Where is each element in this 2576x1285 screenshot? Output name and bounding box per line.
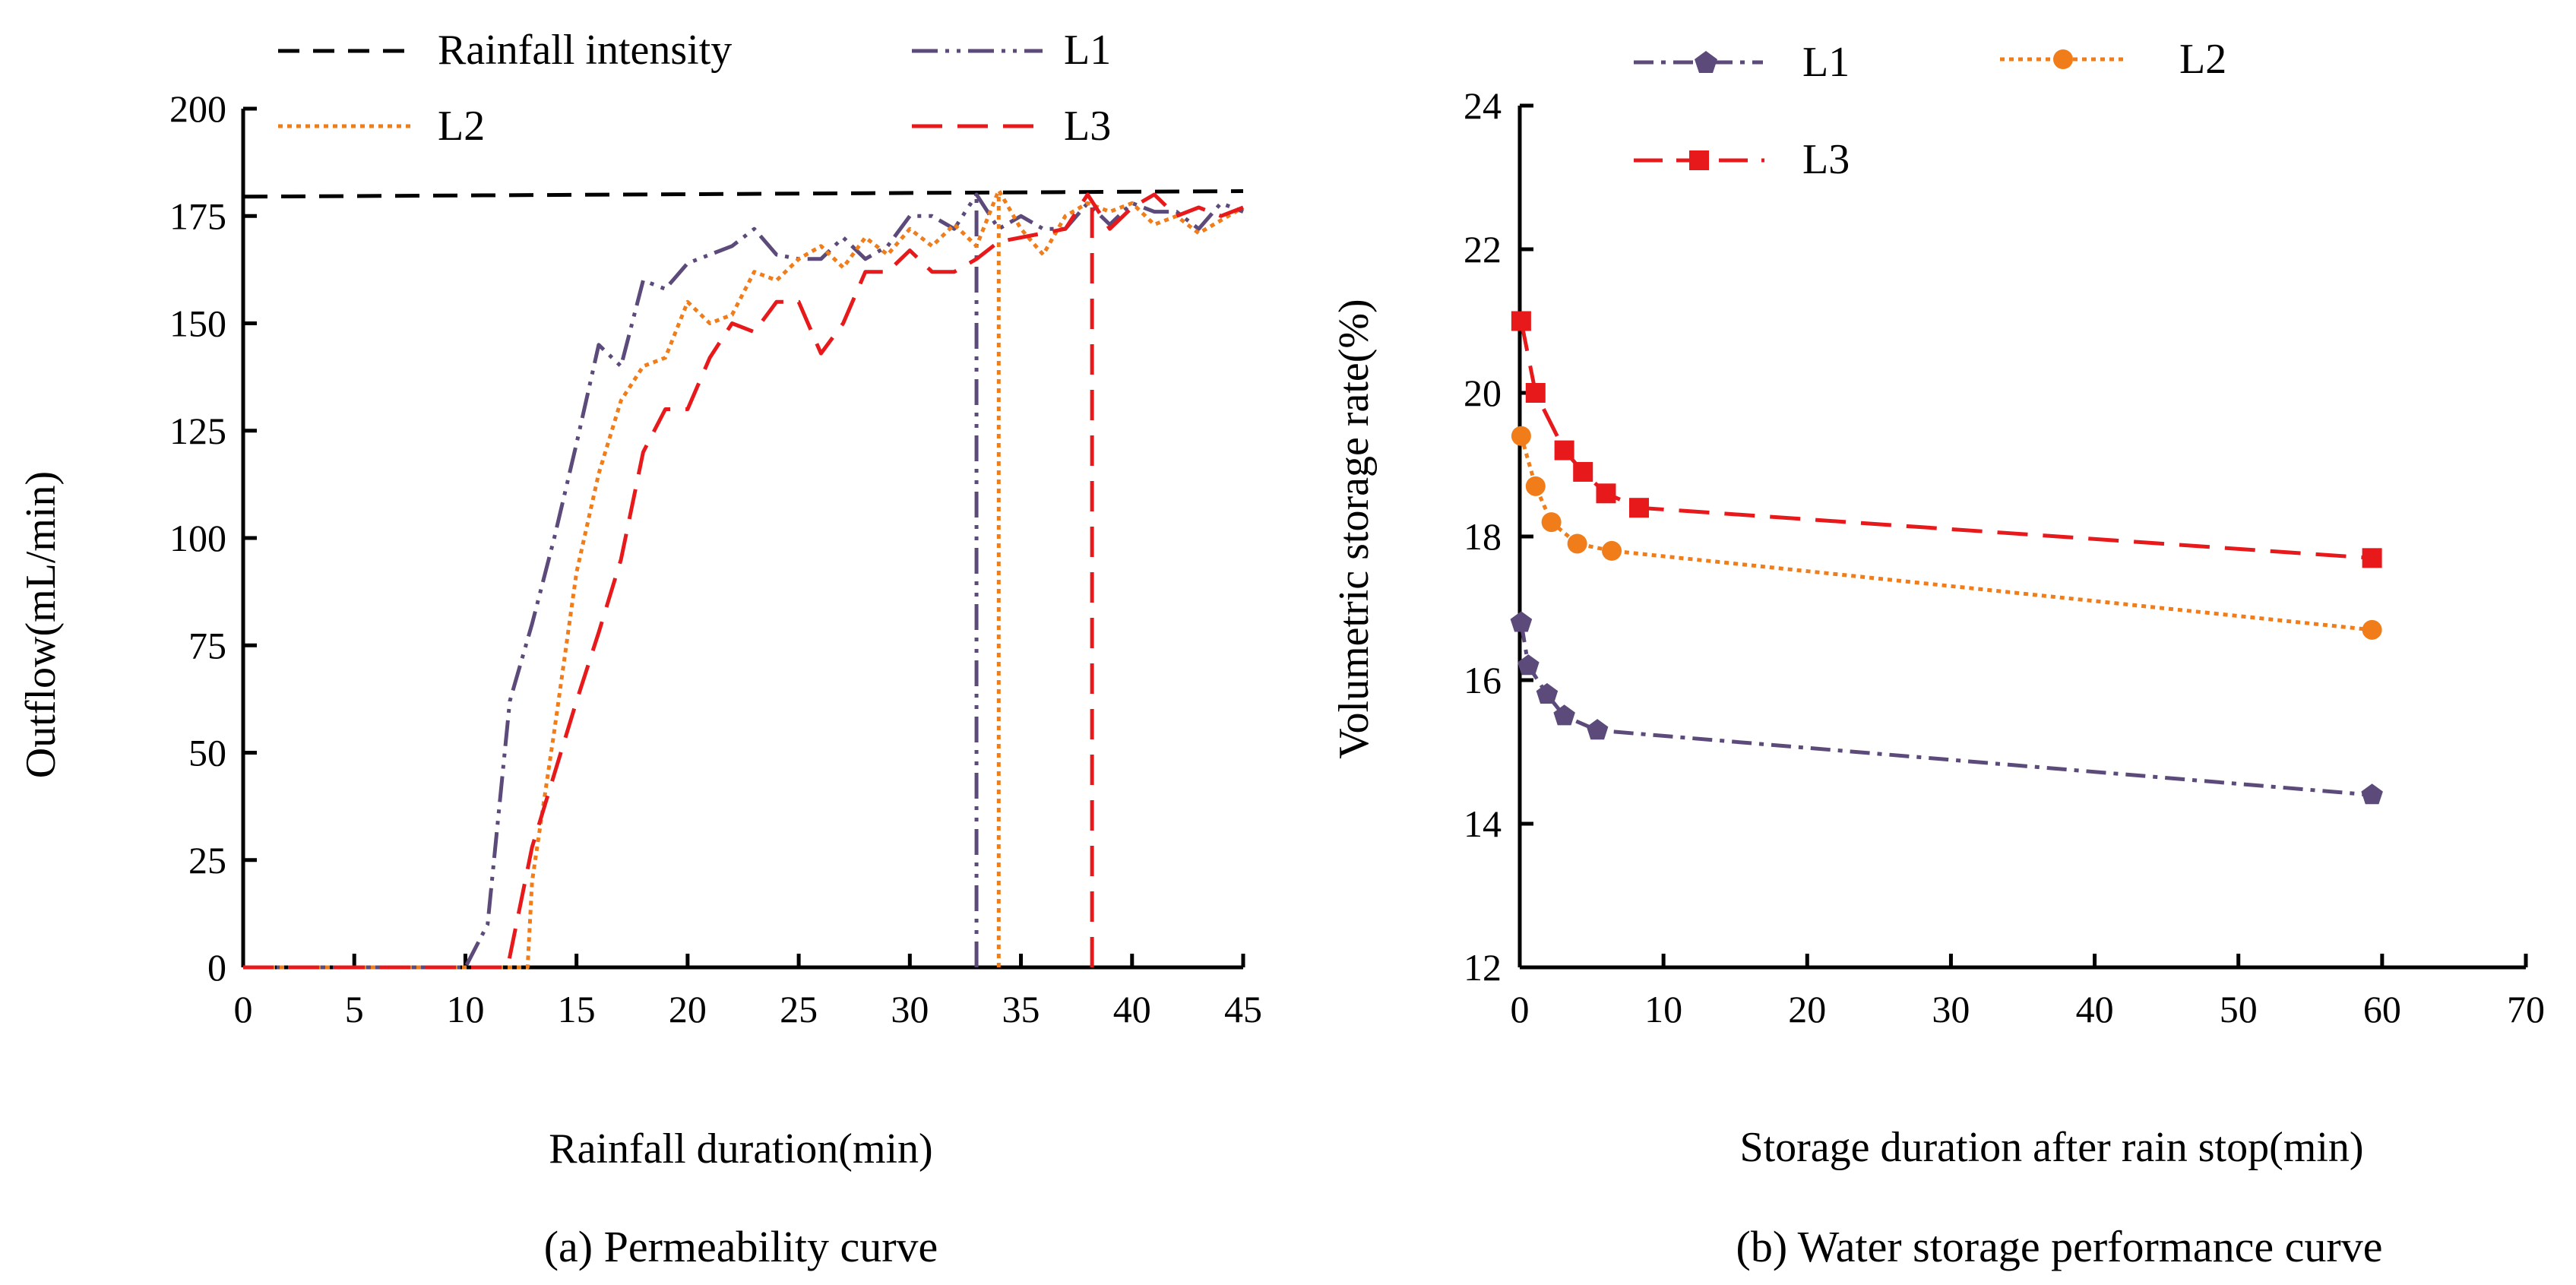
data-point-pentagon [1517, 654, 1540, 676]
data-point-pentagon [1536, 682, 1559, 704]
series-line-l1 [243, 192, 1244, 970]
x-tick-label: 70 [2507, 988, 2545, 1030]
legend-marker-pentagon [1695, 51, 1717, 73]
water-storage-x-axis-label: Storage duration after rain stop(min) [1739, 1124, 2363, 1171]
x-tick-label: 20 [1788, 988, 1826, 1030]
water-storage-chart: 0 10 20 30 40 50 60 70 12 14 16 18 20 22 24 L1 L2 L3 S… [1331, 36, 2545, 1271]
legend-label-l3: L3 [1064, 103, 1111, 150]
x-tick-label: 20 [669, 988, 707, 1030]
y-tick-label: 0 [207, 946, 226, 989]
data-point-circle [1567, 533, 1587, 554]
y-tick-label: 25 [188, 839, 226, 881]
y-tick-label: 18 [1464, 515, 1502, 558]
permeability-axes: 0 5 10 15 20 25 30 35 40 45 0 25 50 75 100 125 150 175 200 [169, 87, 1262, 1030]
y-tick-label: 75 [188, 624, 226, 666]
y-tick-label: 150 [169, 302, 226, 345]
y-tick-label: 100 [169, 517, 226, 559]
water-storage-y-axis-label: Volumetric storage rate(%) [1331, 299, 1378, 758]
water-storage-series [1510, 311, 2383, 805]
data-point-square [1511, 311, 1531, 331]
data-point-pentagon [1553, 704, 1575, 726]
water-storage-legend: L1 L2 L3 [1634, 36, 2226, 183]
legend-marker-circle [2053, 49, 2073, 69]
series-line-l1 [1519, 622, 2372, 797]
y-tick-label: 16 [1464, 659, 1502, 701]
data-point-circle [2362, 619, 2382, 640]
data-point-pentagon [1586, 719, 1609, 740]
y-tick-label: 14 [1464, 802, 1502, 845]
x-tick-label: 30 [1932, 988, 1970, 1030]
legend-label-l2: L2 [2179, 36, 2226, 83]
permeability-y-axis-label: Outflow(mL/min) [17, 471, 65, 778]
x-tick-label: 40 [2076, 988, 2114, 1030]
data-point-square [1525, 383, 1546, 403]
data-point-pentagon [1510, 611, 1533, 632]
data-point-square [2362, 548, 2382, 568]
x-tick-label: 40 [1113, 988, 1151, 1030]
x-tick-label: 35 [1002, 988, 1040, 1030]
permeability-x-axis-label: Rainfall duration(min) [549, 1125, 932, 1173]
y-tick-label: 175 [169, 195, 226, 237]
data-point-square [1596, 483, 1616, 504]
x-tick-label: 5 [345, 988, 364, 1030]
series-line-rainfall-intensity [242, 189, 1244, 199]
legend-label-l2: L2 [438, 103, 485, 150]
permeability-caption: (a) Permeability curve [544, 1222, 938, 1271]
x-tick-label: 25 [780, 988, 818, 1030]
data-point-pentagon [2361, 783, 2383, 805]
data-point-square [1628, 498, 1649, 518]
x-tick-label: 10 [1644, 988, 1682, 1030]
water-storage-caption: (b) Water storage performance curve [1736, 1222, 2383, 1271]
y-tick-label: 50 [188, 732, 226, 774]
x-tick-label: 50 [2220, 988, 2258, 1030]
water-storage-axes: 0 10 20 30 40 50 60 70 12 14 16 18 20 22 24 [1464, 84, 2545, 1030]
permeability-legend: Rainfall intensity L1 L2 L3 [278, 27, 1111, 150]
data-point-square [1573, 461, 1593, 482]
x-tick-label: 30 [891, 988, 929, 1030]
x-tick-label: 10 [446, 988, 484, 1030]
legend-marker-square [1689, 150, 1709, 170]
x-tick-label: 45 [1224, 988, 1262, 1030]
data-point-circle [1511, 426, 1531, 446]
y-tick-label: 24 [1464, 84, 1502, 127]
legend-label-rainfall-intensity: Rainfall intensity [438, 27, 732, 74]
permeability-series [242, 188, 1245, 970]
permeability-chart: 0 5 10 15 20 25 30 35 40 45 0 25 50 75 100 125 150 175 200… [17, 27, 1262, 1271]
y-tick-label: 20 [1464, 372, 1502, 414]
y-tick-label: 12 [1464, 946, 1502, 989]
x-tick-label: 60 [2363, 988, 2401, 1030]
data-point-square [1554, 440, 1574, 461]
y-tick-label: 125 [169, 410, 226, 452]
x-tick-label: 15 [558, 988, 596, 1030]
y-tick-label: 22 [1464, 228, 1502, 271]
data-point-circle [1525, 476, 1546, 496]
legend-label-l1: L1 [1802, 39, 1850, 86]
x-tick-label: 0 [234, 988, 253, 1030]
data-point-circle [1602, 540, 1622, 561]
series-line-l3 [243, 192, 1244, 970]
data-point-circle [1541, 512, 1562, 533]
x-tick-label: 0 [1511, 988, 1530, 1030]
legend-label-l1: L1 [1064, 27, 1111, 74]
legend-label-l3: L3 [1802, 136, 1850, 183]
y-tick-label: 200 [169, 87, 226, 130]
